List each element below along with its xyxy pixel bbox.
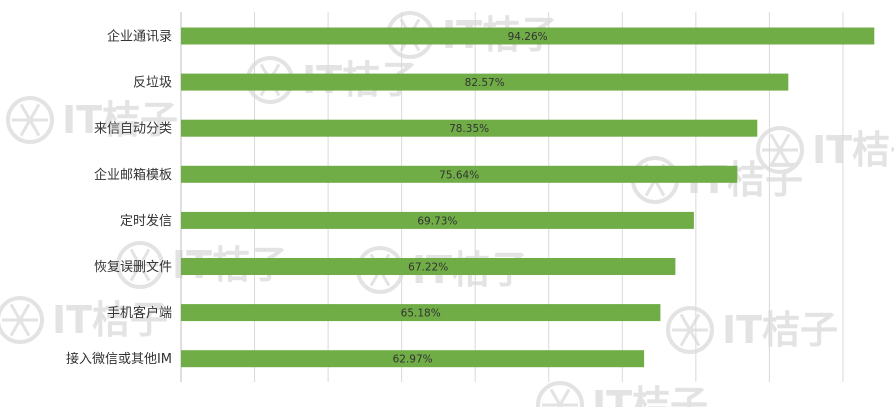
bar bbox=[181, 119, 758, 137]
bar bbox=[181, 350, 645, 368]
bar bbox=[181, 258, 676, 275]
watermark-logo: IT桔子 bbox=[0, 296, 168, 344]
labels-layer: 企业通讯录 94.26% 反垃圾 82.57% 来信自动分类 78.35% 企业邮箱模板 75… bbox=[66, 29, 548, 368]
category-label: 来信自动分类 bbox=[94, 122, 172, 137]
category-label: 接入微信或其他IM bbox=[66, 351, 172, 367]
bar bbox=[181, 73, 789, 91]
watermark-logo: IT桔子 bbox=[666, 306, 838, 354]
data-label: 82.57% bbox=[465, 77, 505, 89]
watermark-text: IT桔子 bbox=[812, 128, 894, 172]
bar bbox=[181, 165, 738, 183]
watermark-logo: IT桔子 bbox=[536, 381, 708, 407]
category-label: 手机客户端 bbox=[107, 305, 172, 321]
data-label: 67.22% bbox=[408, 262, 448, 274]
watermark-text: IT桔子 bbox=[62, 98, 178, 142]
bar bbox=[181, 211, 694, 229]
bars-layer bbox=[181, 27, 875, 368]
watermark-layer: IT桔子IT桔子IT桔子IT桔子IT桔子IT桔子IT桔子IT桔子IT桔子IT桔子 bbox=[0, 11, 894, 407]
bar bbox=[181, 304, 661, 322]
watermark-logo: IT桔子 bbox=[6, 96, 178, 144]
category-label: 定时发信 bbox=[120, 213, 172, 229]
watermark-logo: IT桔子 bbox=[756, 126, 894, 174]
watermark-text: IT桔子 bbox=[52, 298, 168, 342]
category-label: 反垃圾 bbox=[133, 76, 172, 91]
data-label: 62.97% bbox=[393, 354, 433, 366]
category-label: 企业邮箱模板 bbox=[94, 167, 172, 183]
data-label: 69.73% bbox=[417, 215, 457, 227]
data-label: 75.64% bbox=[439, 169, 479, 181]
watermark-text: IT桔子 bbox=[592, 383, 708, 407]
data-label: 78.35% bbox=[449, 123, 489, 135]
data-label: 94.26% bbox=[508, 31, 548, 43]
watermark-text: IT桔子 bbox=[722, 308, 838, 352]
category-label: 企业通讯录 bbox=[107, 29, 172, 45]
bar bbox=[181, 27, 875, 45]
category-label: 恢复误删文件 bbox=[94, 260, 172, 275]
data-label: 65.18% bbox=[401, 308, 441, 320]
